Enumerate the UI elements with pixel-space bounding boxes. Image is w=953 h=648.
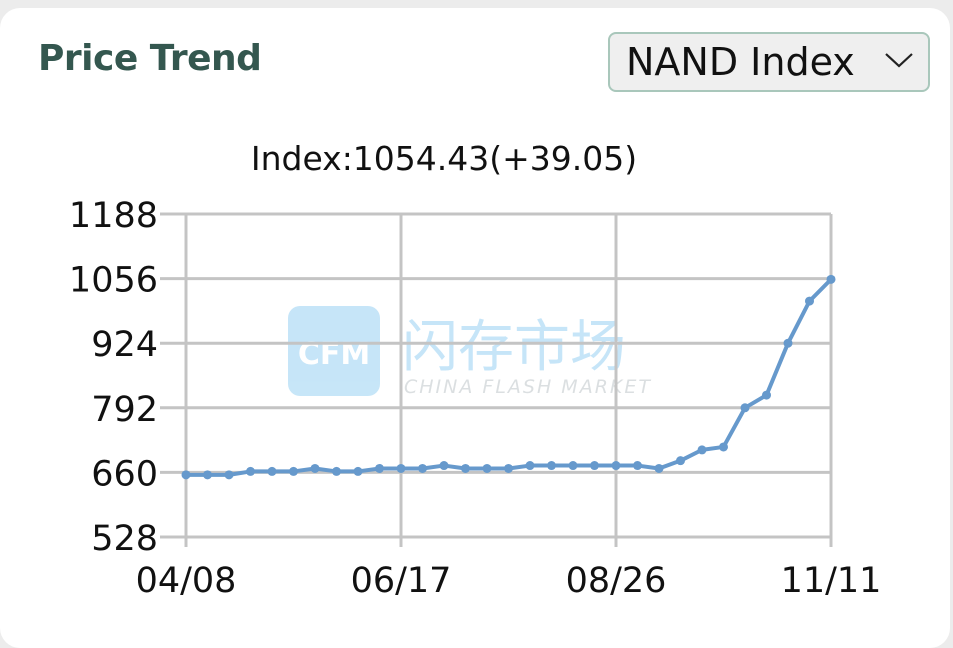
data-point [418, 463, 427, 473]
index-selector[interactable]: NAND Index [608, 32, 930, 92]
data-point [181, 470, 191, 480]
data-point [783, 338, 793, 348]
x-tick-label: 06/17 [351, 561, 452, 601]
data-point [611, 461, 621, 471]
data-point [633, 461, 642, 471]
data-point [697, 445, 707, 455]
data-point [826, 274, 836, 284]
data-point [439, 461, 449, 471]
data-point [353, 466, 363, 476]
y-tick-label: 924 [91, 325, 158, 365]
data-point [203, 470, 212, 480]
y-tick-label: 660 [91, 454, 158, 494]
data-point [676, 456, 685, 466]
y-tick-label: 528 [91, 519, 158, 559]
data-point [568, 461, 578, 471]
data-point [525, 461, 535, 471]
watermark-chinese-text: 闪存市场 [402, 315, 626, 380]
chart-title: Index:1054.43(+39.05) [251, 139, 637, 178]
watermark: CFM 闪存市场 CHINA FLASH MARKET [288, 306, 652, 398]
data-point [590, 461, 599, 471]
watermark-english-text: CHINA FLASH MARKET [404, 376, 652, 398]
data-point [310, 463, 320, 473]
data-point [719, 442, 728, 452]
x-axis-ticks: 04/08 06/17 08/26 11/11 [136, 561, 882, 601]
data-point [740, 403, 750, 413]
chevron-down-icon [885, 53, 913, 68]
y-tick-label: 1056 [69, 261, 158, 301]
y-axis-ticks: 528 660 792 924 1056 1188 [69, 196, 158, 559]
x-tick-label: 11/11 [781, 561, 882, 601]
data-point [461, 463, 470, 473]
x-tick-label: 08/26 [566, 561, 667, 601]
data-point [654, 463, 664, 473]
data-point [289, 466, 298, 476]
data-point [224, 470, 234, 480]
y-tick-label: 1188 [69, 196, 158, 236]
data-point [547, 461, 556, 471]
data-point [332, 466, 341, 476]
data-point [762, 390, 771, 400]
price-trend-card [0, 8, 950, 648]
data-point [267, 466, 277, 476]
data-point [482, 463, 492, 473]
x-tick-label: 04/08 [136, 561, 237, 601]
data-point [504, 463, 513, 473]
series-points [181, 274, 836, 480]
data-point [375, 463, 384, 473]
data-point [246, 466, 255, 476]
page-title: Price Trend [38, 38, 262, 79]
data-point [805, 296, 814, 306]
watermark-logo-icon [288, 306, 380, 396]
data-point [396, 463, 406, 473]
index-selector-label: NAND Index [626, 40, 855, 84]
y-tick-label: 792 [91, 390, 158, 430]
